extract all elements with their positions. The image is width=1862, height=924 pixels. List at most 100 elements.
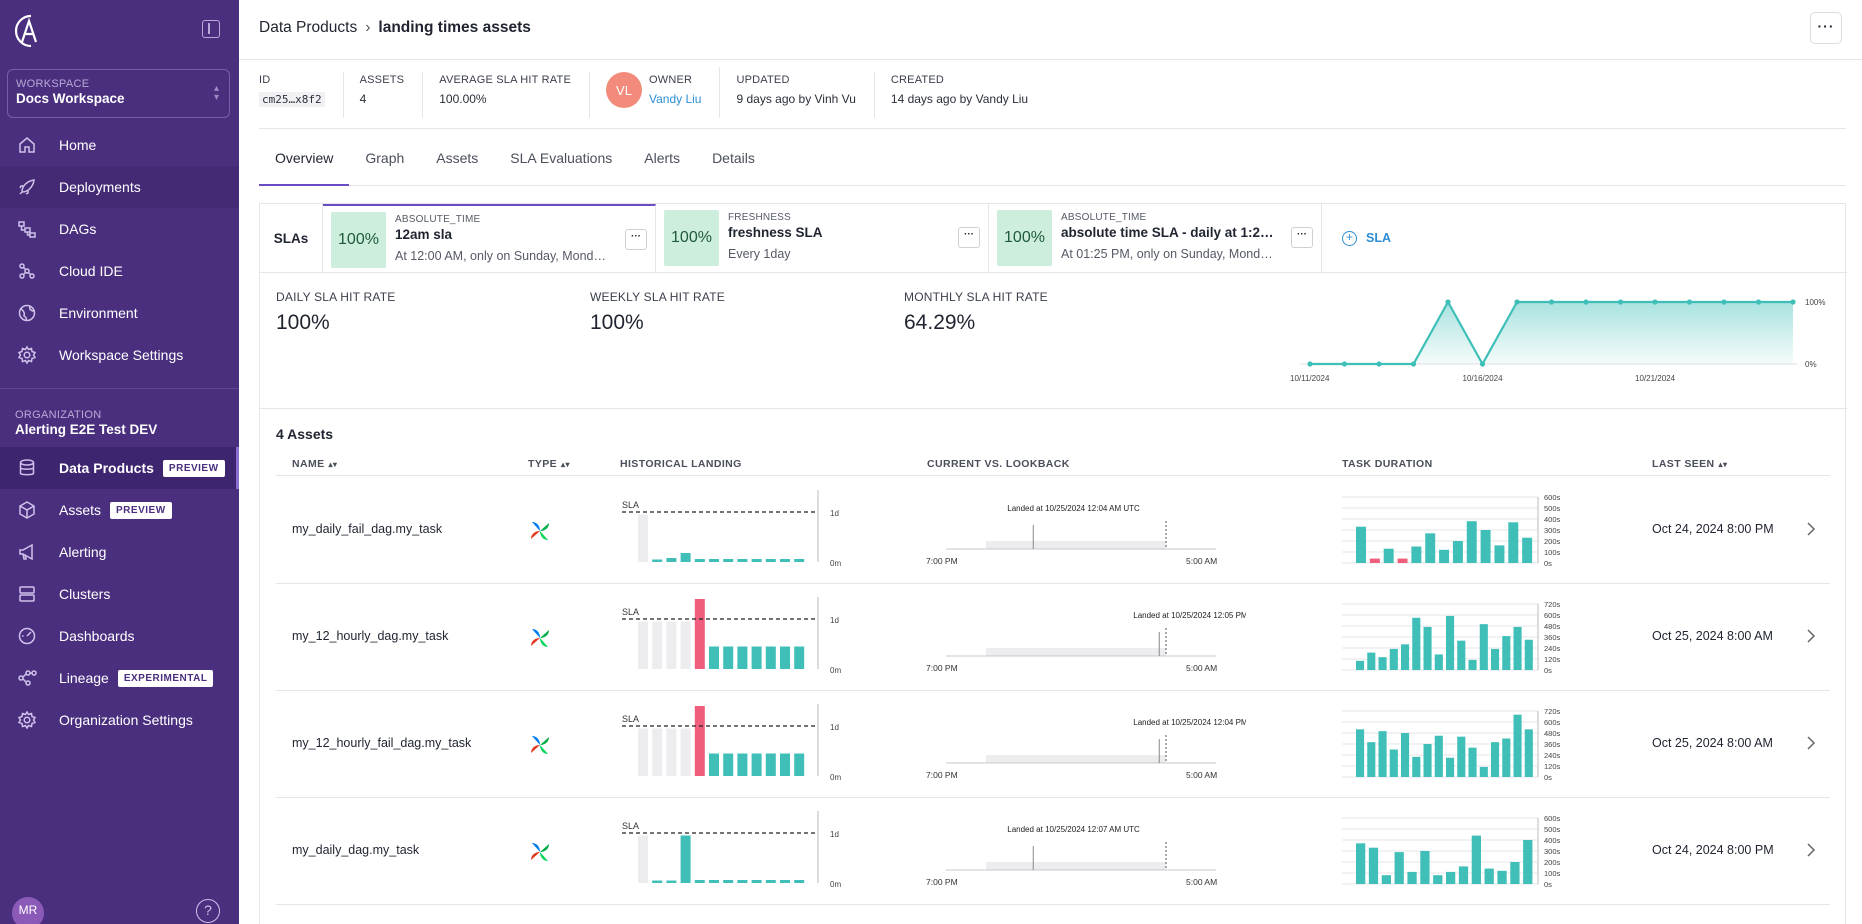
dags-icon (16, 218, 38, 240)
sidebar-item-deployments[interactable]: Deployments (0, 166, 239, 208)
sidebar-item-clusters[interactable]: Clusters (0, 573, 239, 615)
column-header-historical-landing: HISTORICAL LANDING (620, 458, 742, 470)
table-row[interactable]: my_daily_fail_dag.my_task SLA 1d 0m Landed a… (276, 477, 1830, 584)
meta-average-sla: AVERAGE SLA HIT RATE 100.00% (439, 72, 590, 118)
sidebar-item-environment[interactable]: Environment (0, 292, 239, 334)
add-sla-label: SLA (1366, 231, 1391, 245)
collapse-sidebar-icon[interactable] (202, 20, 220, 38)
sidebar-item-label: Deployments (59, 179, 141, 195)
monthly-rate: MONTHLY SLA HIT RATE 64.29% (904, 290, 1048, 335)
sla-name: freshness SLA (728, 225, 823, 240)
data-point (1376, 361, 1382, 367)
column-header-type[interactable]: TYPE ▴▾ (528, 458, 570, 470)
sidebar-item-organization-settings[interactable]: Organization Settings (0, 699, 239, 741)
sidebar-item-assets[interactable]: Assets PREVIEW (0, 489, 239, 531)
divider (259, 128, 1846, 129)
table-row[interactable]: my_12_hourly_dag.my_task SLA 1d 0m Landed at… (276, 584, 1830, 691)
help-icon[interactable]: ? (196, 899, 220, 923)
duration-bar (1513, 626, 1522, 670)
time-start-label: 7:00 PM (926, 663, 958, 673)
duration-bar (1411, 546, 1422, 563)
sidebar-item-alerting[interactable]: Alerting (0, 531, 239, 573)
duration-bar (1367, 652, 1376, 670)
asset-name[interactable]: my_12_hourly_fail_dag.my_task (292, 736, 472, 750)
sidebar-item-label: Organization Settings (59, 712, 193, 728)
rate-label: DAILY SLA HIT RATE (276, 290, 396, 304)
area-fill (1310, 302, 1793, 364)
meta-label: CREATED (890, 74, 945, 86)
task-duration-chart: 720s 600s 480s 360s 240s 120s 0s (1342, 707, 1561, 782)
y-tick-label: 720s (1544, 600, 1561, 609)
landing-bar (765, 646, 776, 669)
x-tick-label: 10/16/2024 (1463, 374, 1504, 383)
chevron-right-icon[interactable] (1804, 733, 1818, 753)
duration-bar (1433, 875, 1443, 884)
meta-id: ID cm25…x8f2 (259, 72, 344, 118)
chevron-right-icon[interactable] (1804, 519, 1818, 539)
add-sla-button[interactable]: + SLA (1322, 204, 1391, 272)
sla-more-button[interactable]: ··· (958, 227, 980, 248)
sla-card[interactable]: 100% ABSOLUTE_TIME absolute time SLA - d… (989, 204, 1322, 273)
historical-landing-chart: SLA 1d 0m (622, 597, 841, 675)
data-point (1410, 361, 1417, 367)
organization-name: Alerting E2E Test DEV (15, 422, 158, 437)
duration-bar (1407, 871, 1417, 884)
y-tick-label: 100% (1805, 298, 1825, 307)
column-header-name[interactable]: NAME ▴▾ (292, 458, 337, 470)
y-tick-label: 100s (1544, 548, 1561, 557)
duration-bar (1412, 617, 1421, 670)
asset-name[interactable]: my_daily_fail_dag.my_task (292, 522, 443, 536)
sidebar-item-dashboards[interactable]: Dashboards (0, 615, 239, 657)
duration-bar (1378, 657, 1387, 670)
landing-bar (709, 880, 719, 883)
tab-alerts[interactable]: Alerts (644, 150, 681, 166)
tab-sla-evaluations[interactable]: SLA Evaluations (510, 150, 613, 166)
gear-icon (16, 344, 38, 366)
sla-more-button[interactable]: ··· (625, 229, 647, 250)
organization-nav: Data Products PREVIEW Assets PREVIEW Ale… (0, 447, 239, 741)
landing-bar (723, 880, 734, 883)
sidebar-item-lineage[interactable]: Lineage EXPERIMENTAL (0, 657, 239, 699)
duration-bar (1491, 648, 1500, 670)
tab-assets[interactable]: Assets (436, 150, 479, 166)
tab-graph[interactable]: Graph (365, 150, 405, 166)
sidebar-item-workspace-settings[interactable]: Workspace Settings (0, 334, 239, 376)
sla-card[interactable]: 100% FRESHNESS freshness SLA Every 1day … (656, 204, 989, 273)
astronomer-logo[interactable] (9, 12, 43, 50)
more-options-button[interactable]: ··· (1810, 12, 1842, 44)
tab-details[interactable]: Details (712, 150, 755, 166)
table-row[interactable]: my_12_hourly_fail_dag.my_task SLA 1d 0m Land… (276, 691, 1830, 798)
sidebar-item-dags[interactable]: DAGs (0, 208, 239, 250)
landing-bar (652, 559, 663, 562)
chevron-right-icon[interactable] (1804, 840, 1818, 860)
breadcrumb-parent-link[interactable]: Data Products (259, 19, 358, 36)
sla-more-button[interactable]: ··· (1291, 227, 1313, 248)
sidebar-item-data-products[interactable]: Data Products PREVIEW (0, 447, 239, 489)
last-seen-value: Oct 24, 2024 8:00 PM (1652, 843, 1774, 857)
workspace-selector[interactable]: WORKSPACE Docs Workspace ▴ ▾ (7, 69, 230, 118)
time-end-label: 5:00 AM (1186, 877, 1217, 887)
duration-bar (1367, 742, 1376, 777)
current-vs-lookback-chart: Landed at 10/25/2024 12:05 PM UTC 7:00 PM… (926, 611, 1246, 673)
sla-card[interactable]: 100% ABSOLUTE_TIME 12am sla At 12:00 AM,… (323, 204, 656, 273)
duration-bar (1434, 654, 1443, 670)
chevron-right-icon[interactable] (1804, 626, 1818, 646)
tab-bar: Overview Graph Assets SLA Evaluations Al… (259, 146, 1846, 186)
duration-bar (1480, 530, 1491, 563)
sidebar-item-home[interactable]: Home (0, 124, 239, 166)
tab-overview[interactable]: Overview (259, 146, 350, 186)
meta-id-value[interactable]: cm25…x8f2 (259, 92, 325, 107)
y-tick-label: 600s (1544, 611, 1561, 620)
historical-landing-chart: SLA 1d 0m (622, 490, 841, 568)
sidebar-item-cloud-ide[interactable]: Cloud IDE (0, 250, 239, 292)
duration-bar (1457, 736, 1466, 777)
column-header-last-seen[interactable]: LAST SEEN ▴▾ (1652, 458, 1727, 470)
asset-name[interactable]: my_12_hourly_dag.my_task (292, 629, 449, 643)
sidebar-item-label: Lineage (59, 670, 109, 686)
landing-bar (794, 880, 805, 883)
asset-name[interactable]: my_daily_dag.my_task (292, 843, 420, 857)
owner-link[interactable]: Vandy Liu (648, 92, 702, 106)
landing-bar (680, 553, 691, 562)
table-row[interactable]: my_daily_dag.my_task SLA 1d 0m Landed at 10/… (276, 798, 1830, 905)
user-avatar[interactable]: MR (12, 897, 44, 924)
